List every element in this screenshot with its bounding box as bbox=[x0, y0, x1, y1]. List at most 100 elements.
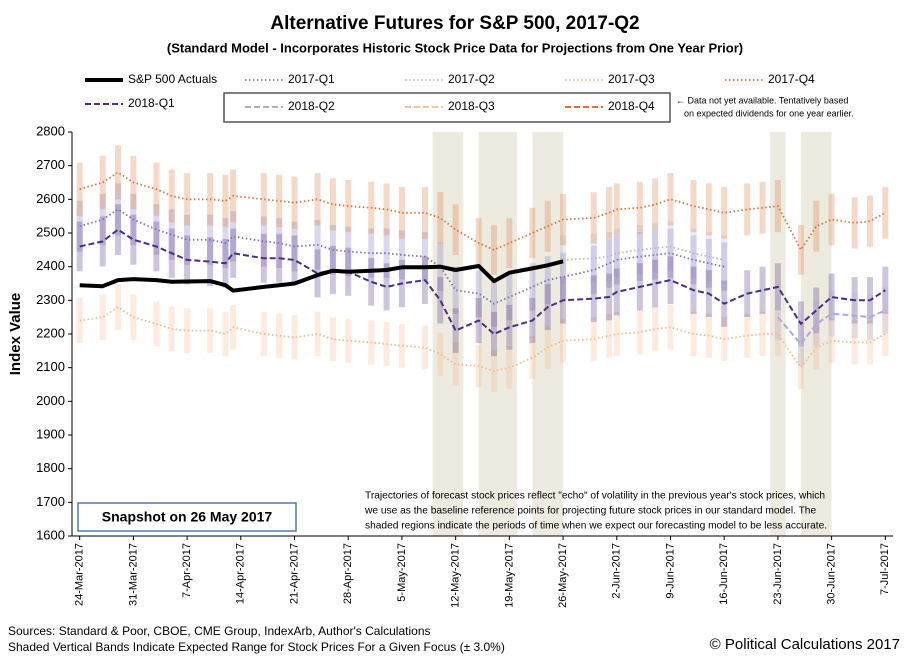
range-bar bbox=[184, 308, 191, 353]
range-bar bbox=[276, 174, 283, 228]
range-bar bbox=[230, 228, 237, 278]
range-bar bbox=[291, 176, 298, 229]
x-tick-label: 7-Apr-2017 bbox=[181, 543, 193, 598]
range-bar bbox=[76, 221, 83, 272]
range-bar bbox=[260, 311, 267, 357]
range-bar bbox=[613, 228, 620, 278]
legend-note: ← Data not yet available. Tentatively ba… bbox=[676, 95, 848, 105]
range-bar bbox=[721, 186, 728, 239]
range-bar bbox=[207, 237, 214, 287]
range-bar bbox=[260, 216, 267, 267]
x-tick-label: 24-Mar-2017 bbox=[74, 543, 86, 606]
x-tick-label: 19-May-2017 bbox=[503, 543, 515, 608]
range-bar bbox=[797, 322, 804, 367]
range-bar bbox=[437, 332, 444, 376]
range-bar bbox=[529, 336, 536, 380]
legend-box bbox=[223, 92, 671, 123]
legend-label: 2018-Q4 bbox=[608, 99, 655, 113]
shaded-region bbox=[432, 132, 464, 536]
range-bar bbox=[667, 228, 674, 278]
series-line bbox=[79, 259, 564, 293]
x-tick-label: 12-May-2017 bbox=[450, 543, 462, 608]
series-line bbox=[79, 171, 886, 251]
legend-label: 2018-Q2 bbox=[288, 99, 335, 113]
range-bar bbox=[744, 313, 751, 358]
range-bar bbox=[130, 214, 137, 265]
snapshot-box bbox=[77, 502, 297, 532]
y-tick-label: 1900 bbox=[36, 426, 65, 441]
range-bar bbox=[636, 181, 643, 234]
range-bar bbox=[652, 259, 659, 308]
range-bar bbox=[421, 186, 428, 239]
range-bar bbox=[491, 225, 498, 275]
copyright: © Political Calculations 2017 bbox=[710, 636, 900, 653]
legend-label: S&P 500 Actuals bbox=[128, 72, 217, 86]
x-tick-label: 31-Mar-2017 bbox=[127, 543, 139, 606]
range-bar bbox=[560, 252, 567, 301]
range-bar bbox=[590, 245, 597, 295]
y-axis-title: Index Value bbox=[7, 293, 24, 376]
sources: Shaded Vertical Bands Indicate Expected … bbox=[8, 640, 505, 654]
range-bar bbox=[813, 287, 820, 334]
y-tick-label: 2000 bbox=[36, 393, 65, 408]
range-bar bbox=[606, 238, 613, 288]
range-bar bbox=[276, 218, 283, 269]
range-bar bbox=[759, 266, 766, 314]
range-bar bbox=[99, 294, 106, 340]
range-bar bbox=[828, 273, 835, 321]
range-bar bbox=[153, 204, 160, 255]
range-bar bbox=[813, 301, 820, 347]
range-bar bbox=[774, 294, 781, 340]
y-tick-label: 1600 bbox=[36, 527, 65, 542]
y-tick-label: 1800 bbox=[36, 460, 65, 475]
range-bar bbox=[260, 173, 267, 226]
range-bar bbox=[345, 318, 352, 363]
legend-label: 2017-Q2 bbox=[448, 72, 495, 86]
range-bar bbox=[636, 232, 643, 282]
range-bar bbox=[590, 233, 597, 283]
legend-label: 2017-Q4 bbox=[768, 72, 815, 86]
range-bar bbox=[383, 263, 390, 311]
series-line bbox=[79, 208, 725, 305]
range-bar bbox=[398, 230, 405, 280]
range-bar bbox=[690, 235, 697, 285]
range-bar bbox=[99, 155, 106, 210]
range-bar bbox=[383, 228, 390, 278]
range-bar bbox=[851, 197, 858, 249]
range-bar bbox=[437, 192, 444, 244]
shaded-region bbox=[800, 132, 832, 536]
chart-subtitle: (Standard Model - Incorporates Historic … bbox=[167, 40, 743, 55]
range-bar bbox=[76, 200, 83, 252]
range-bar bbox=[491, 311, 498, 357]
snapshot-label: Snapshot on 26 May 2017 bbox=[102, 509, 273, 525]
x-tick-label: 16-Jun-2017 bbox=[718, 543, 730, 605]
series-line bbox=[777, 309, 886, 346]
x-tick-label: 23-Jun-2017 bbox=[772, 543, 784, 605]
range-bar bbox=[291, 235, 298, 285]
range-bar bbox=[452, 342, 459, 386]
range-bar bbox=[168, 209, 175, 260]
range-bar bbox=[276, 313, 283, 358]
range-bar bbox=[797, 346, 804, 389]
range-bar bbox=[544, 256, 551, 304]
range-bar bbox=[774, 311, 781, 357]
x-tick-label: 21-Apr-2017 bbox=[288, 543, 300, 604]
range-bar bbox=[636, 225, 643, 275]
range-bar bbox=[329, 178, 336, 231]
range-bar bbox=[230, 211, 237, 262]
range-bar bbox=[759, 311, 766, 357]
shaded-region bbox=[770, 132, 786, 536]
range-bar bbox=[606, 186, 613, 239]
shaded-region bbox=[532, 132, 564, 536]
x-tick-label: 5-May-2017 bbox=[396, 543, 408, 602]
x-tick-label: 30-Jun-2017 bbox=[826, 543, 838, 605]
range-bar bbox=[99, 193, 106, 246]
range-bar bbox=[76, 297, 83, 344]
range-bar bbox=[184, 214, 191, 265]
y-tick-label: 2100 bbox=[36, 359, 65, 374]
range-bar bbox=[130, 294, 137, 340]
range-bar bbox=[882, 186, 889, 239]
range-bar bbox=[744, 183, 751, 236]
range-bar bbox=[882, 311, 889, 357]
